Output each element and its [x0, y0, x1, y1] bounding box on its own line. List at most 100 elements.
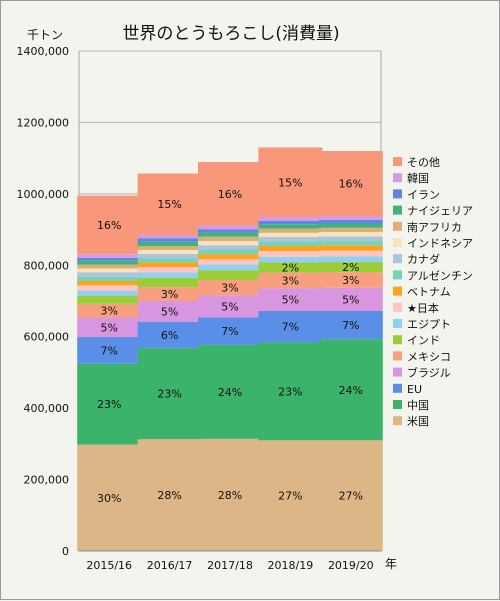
legend-swatch — [393, 302, 402, 312]
y-tick-label: 0 — [62, 545, 69, 558]
y-axis-unit-label: 千トン — [27, 28, 63, 42]
bar-segment — [137, 241, 202, 246]
bar-segment — [137, 301, 202, 322]
legend-label: イラン — [407, 188, 440, 201]
bar-segment — [137, 321, 202, 349]
legend-swatch — [393, 335, 402, 345]
bar-segment — [137, 267, 202, 273]
x-tick-label: 2016/17 — [147, 559, 193, 572]
data-label: 7% — [221, 325, 238, 338]
bar-segment — [258, 440, 323, 551]
bar-segment — [258, 147, 323, 218]
data-label: 7% — [282, 321, 299, 334]
bar-segment — [198, 438, 262, 551]
data-label: 7% — [100, 344, 117, 357]
bar-segment — [318, 256, 383, 263]
legend-swatch — [393, 173, 402, 183]
bar-segment — [258, 228, 323, 233]
legend-swatch — [393, 205, 402, 215]
bar-segment — [77, 285, 142, 291]
bar-segment — [137, 173, 202, 235]
bar-segment — [77, 268, 142, 273]
bar-segment — [318, 216, 383, 220]
bar-segment — [77, 296, 142, 304]
legend-label: 韓国 — [407, 172, 429, 185]
bar-segment — [198, 344, 262, 439]
bar-segment — [137, 272, 202, 278]
bar-segment — [318, 250, 383, 257]
bar-segment — [258, 241, 323, 246]
data-label: 5% — [161, 305, 178, 318]
legend-swatch — [393, 254, 402, 264]
bar-segment — [137, 262, 202, 268]
bar-segment — [77, 272, 142, 277]
bar-segment — [258, 256, 323, 263]
bar-segment — [77, 257, 142, 261]
bar-segment — [258, 251, 323, 257]
bar-segment — [77, 363, 142, 445]
y-tick-label: 200,000 — [24, 474, 70, 487]
y-tick-label: 1000,000 — [17, 188, 70, 201]
bar-segment — [77, 276, 142, 281]
bar-segment — [137, 287, 202, 301]
bar-segment — [198, 232, 262, 237]
legend-label: ナイジェリア — [407, 205, 473, 218]
bar-segment — [77, 260, 142, 265]
legend-swatch — [393, 157, 402, 166]
data-label: 27% — [339, 490, 363, 503]
data-label: 23% — [157, 388, 181, 401]
bar-segment — [137, 439, 202, 551]
data-label: 3% — [221, 282, 238, 295]
data-label: 28% — [218, 489, 242, 502]
bar-segment — [77, 444, 142, 551]
data-label: 5% — [221, 300, 238, 313]
bar-segment — [318, 262, 383, 273]
bar-segment — [198, 259, 262, 265]
legend-label: 中国 — [407, 399, 429, 412]
bar-segment — [137, 246, 202, 250]
legend-label: 南アフリカ — [407, 221, 462, 234]
legend-label: ブラジル — [407, 366, 451, 380]
data-label: 16% — [339, 178, 363, 191]
data-label: 3% — [282, 274, 299, 287]
legend-swatch — [393, 221, 402, 231]
data-label: 5% — [282, 294, 299, 307]
bar-segment — [198, 279, 262, 296]
bar-segment — [258, 237, 323, 242]
bar-segment — [318, 287, 383, 311]
legend-swatch — [393, 367, 402, 377]
bar-segment — [318, 151, 383, 216]
data-label: 30% — [97, 492, 121, 505]
data-label: 5% — [100, 321, 117, 334]
bar-segment — [198, 295, 262, 318]
y-tick-label: 600,000 — [24, 331, 70, 344]
data-label: 15% — [157, 198, 181, 211]
bar-segment — [258, 288, 323, 311]
x-axis-unit-label: 年 — [385, 557, 397, 571]
legend-swatch — [393, 238, 402, 247]
x-tick-label: 2018/19 — [268, 559, 314, 572]
bar-segment — [137, 234, 202, 239]
legend-label: アルゼンチン — [407, 269, 473, 282]
bar-segment — [258, 272, 323, 289]
legend-label: インド — [407, 334, 440, 347]
bar-segment — [77, 254, 142, 258]
bar-segment — [318, 223, 383, 228]
y-tick-label: 800,000 — [24, 259, 70, 272]
legend-swatch — [393, 416, 402, 426]
bar-segment — [77, 290, 142, 296]
legend-label: カナダ — [407, 252, 440, 266]
bar-segment — [258, 224, 323, 229]
data-label: 3% — [161, 288, 178, 301]
legend-swatch — [393, 270, 402, 280]
bar-segment — [198, 270, 262, 280]
legend-label: インドネシア — [407, 237, 473, 250]
bar-segment — [198, 264, 262, 271]
data-label: 15% — [278, 176, 302, 189]
legend-label: エジプト — [407, 318, 451, 331]
bar-segment — [258, 232, 323, 238]
bar-segment — [77, 281, 142, 286]
bar-segment — [137, 277, 202, 288]
bar-segment — [258, 246, 323, 251]
